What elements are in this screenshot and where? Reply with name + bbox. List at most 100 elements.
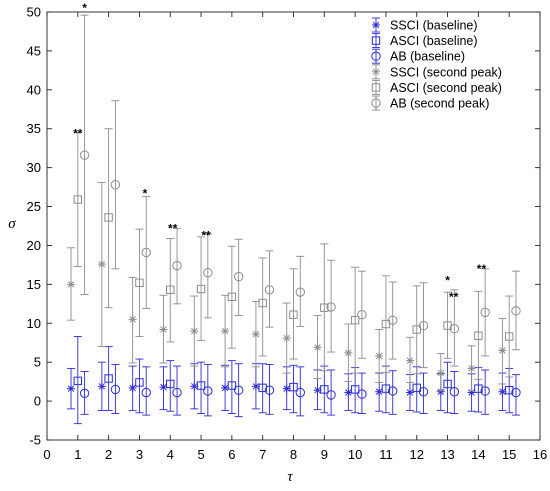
data-point xyxy=(405,356,414,365)
data-point xyxy=(221,327,230,336)
error-bar xyxy=(196,236,206,341)
y-tick-label: 0 xyxy=(34,394,41,409)
asterisk-stroke xyxy=(221,384,229,392)
asterisk-stroke xyxy=(372,68,380,76)
data-point xyxy=(480,307,490,318)
error-bar xyxy=(67,367,76,410)
asterisk-stroke xyxy=(437,369,445,377)
asterisk-stroke xyxy=(375,388,383,395)
asterisk-stroke xyxy=(221,327,229,335)
error-bar xyxy=(227,360,237,414)
data-point xyxy=(227,292,237,302)
error-bar xyxy=(282,302,291,374)
error-bar xyxy=(196,361,206,414)
legend-marker xyxy=(371,51,381,61)
legend-label: AB (second peak) xyxy=(390,97,489,111)
error-bar xyxy=(104,128,113,309)
error-bar xyxy=(295,255,305,327)
data-point xyxy=(412,383,421,393)
data-point xyxy=(172,387,182,398)
error-bar xyxy=(264,250,275,328)
significance-marker: * xyxy=(143,186,148,200)
data-point xyxy=(344,348,353,357)
data-point xyxy=(141,247,151,258)
data-point xyxy=(295,387,305,398)
error-bar xyxy=(467,345,476,392)
data-point xyxy=(388,315,398,325)
significance-marker: ** xyxy=(449,290,459,304)
data-point xyxy=(511,387,521,398)
legend-marker xyxy=(371,83,381,92)
data-point xyxy=(227,381,237,390)
error-bar xyxy=(295,366,305,417)
data-point xyxy=(326,302,336,312)
data-point xyxy=(233,385,244,395)
significance-marker: ** xyxy=(477,262,487,276)
data-point xyxy=(135,378,144,387)
series-1 xyxy=(73,336,514,425)
error-bar xyxy=(159,294,168,364)
data-point xyxy=(381,319,391,329)
series-5 xyxy=(79,14,521,369)
y-tick-label: 15 xyxy=(27,277,41,292)
error-bar xyxy=(203,233,213,319)
error-bar xyxy=(135,228,144,337)
error-bar xyxy=(141,366,151,416)
legend-label: SSCI (second peak) xyxy=(390,65,502,79)
y-tick-label: -5 xyxy=(29,433,41,448)
data-point xyxy=(110,180,121,190)
asterisk-stroke xyxy=(375,352,383,360)
error-bar xyxy=(480,369,490,415)
data-point xyxy=(474,384,483,393)
x-tick-label: 10 xyxy=(348,447,362,462)
data-point xyxy=(357,389,367,399)
data-point xyxy=(73,195,83,204)
error-bar xyxy=(159,366,168,411)
asterisk-stroke xyxy=(98,383,106,390)
error-bar xyxy=(128,365,137,411)
data-point xyxy=(295,287,305,297)
asterisk-stroke xyxy=(372,21,380,29)
legend-marker xyxy=(372,21,380,29)
x-tick-label: 3 xyxy=(136,447,143,462)
x-tick-label: 13 xyxy=(440,447,454,462)
error-bar xyxy=(449,289,460,367)
data-point xyxy=(504,332,514,341)
error-bar xyxy=(289,268,298,360)
data-point xyxy=(97,260,106,269)
data-point xyxy=(67,384,76,393)
data-point xyxy=(504,385,514,395)
asterisk-stroke xyxy=(160,383,167,391)
legend-label: AB (baseline) xyxy=(390,50,465,64)
error-bar xyxy=(135,358,144,414)
asterisk-stroke xyxy=(191,383,198,390)
x-tick-label: 9 xyxy=(321,447,328,462)
error-bar xyxy=(97,181,106,348)
data-point xyxy=(203,386,213,396)
legend: SSCI (baseline)ASCI (baseline) AB (baseli… xyxy=(371,17,502,111)
data-point xyxy=(166,285,175,295)
asterisk-stroke xyxy=(98,260,106,268)
error-bar xyxy=(326,259,336,353)
asterisk-stroke xyxy=(499,388,506,395)
x-tick-label: 0 xyxy=(43,447,50,462)
data-point xyxy=(418,387,429,397)
error-bar xyxy=(381,275,391,373)
plot-area: ************* xyxy=(67,1,521,425)
data-point xyxy=(166,379,175,389)
error-bar xyxy=(97,361,106,411)
error-bar xyxy=(326,369,336,416)
data-point xyxy=(357,310,367,320)
asterisk-stroke xyxy=(67,281,75,288)
asterisk-stroke xyxy=(252,330,260,338)
error-bar xyxy=(79,371,90,415)
data-point xyxy=(110,384,121,395)
asterisk-stroke xyxy=(67,385,75,392)
asterisk-stroke xyxy=(345,389,352,396)
error-bar xyxy=(412,366,421,413)
y-tick-label: 20 xyxy=(27,238,41,253)
data-point xyxy=(190,382,199,391)
data-point xyxy=(320,385,329,394)
data-point xyxy=(104,213,113,222)
error-bar xyxy=(251,301,260,368)
